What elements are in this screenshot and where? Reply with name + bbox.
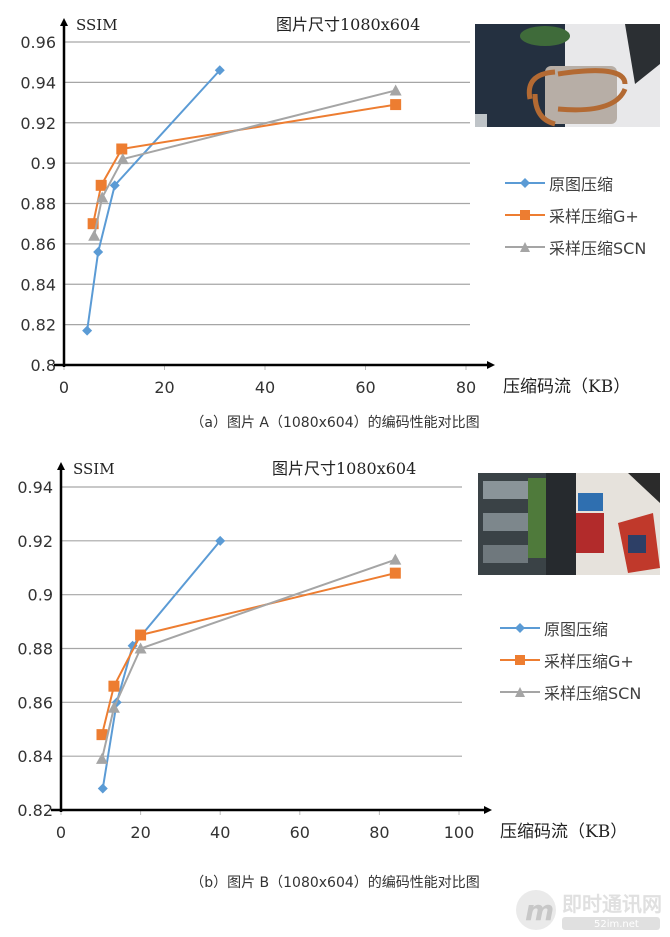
y-tick-label: 0.84 — [17, 747, 53, 766]
office-photo — [478, 473, 660, 575]
legend-a: 原图压缩 采样压缩G+ 采样压缩SCN — [505, 167, 646, 263]
x-tick-label: 60 — [290, 823, 310, 842]
legend-label: 采样压缩SCN — [549, 239, 647, 258]
x-tick-label: 20 — [130, 823, 150, 842]
legend-item-g-plus: 采样压缩G+ — [505, 199, 646, 231]
handbag-photo — [475, 24, 660, 127]
triangle-marker-icon — [116, 153, 129, 165]
legend-item-scn: 采样压缩SCN — [500, 676, 641, 708]
y-tick-label: 0.82 — [17, 801, 53, 820]
diamond-marker-icon — [127, 640, 138, 651]
watermark-sub: 52im.net — [594, 919, 639, 930]
legend-label: 采样压缩SCN — [544, 684, 642, 703]
y-tick-label: 0.8 — [31, 356, 56, 375]
square-marker-icon — [96, 729, 108, 741]
chart-panel-a: 0.8 0.82 0.84 0.86 0.88 0.9 0.92 0.94 0.96 0 20 40 6… — [0, 0, 670, 440]
y-tick-label: 0.9 — [28, 586, 53, 605]
diamond-marker-icon — [500, 623, 540, 633]
diamond-marker-icon — [505, 178, 545, 188]
legend-b: 原图压缩 采样压缩G+ 采样压缩SCN — [500, 612, 641, 708]
triangle-marker-icon — [107, 701, 120, 713]
triangle-marker-icon — [134, 642, 147, 654]
square-marker-icon — [390, 99, 402, 111]
y-tick-label: 0.84 — [20, 275, 56, 294]
chart-size-label: 图片尺寸1080x604 — [272, 459, 416, 478]
y-tick-label: 0.86 — [20, 235, 56, 254]
x-axis-title: 压缩码流（KB） — [503, 377, 630, 397]
legend-label: 原图压缩 — [544, 620, 609, 639]
square-marker-icon — [389, 567, 401, 579]
triangle-marker-icon — [500, 687, 540, 697]
series-line — [92, 103, 396, 224]
chart-panel-b: 0.82 0.84 0.86 0.88 0.9 0.92 0.94 0 20 40 60 80 100 S… — [0, 450, 670, 891]
chart-size-label: 图片尺寸1080x604 — [276, 15, 420, 34]
x-tick-label: 0 — [59, 378, 69, 397]
square-marker-icon — [87, 218, 99, 230]
watermark-text: 即时通讯网 — [562, 892, 662, 916]
caption-a: （a）图片 A（1080x604）的编码性能对比图 — [190, 415, 480, 431]
legend-label: 采样压缩G+ — [544, 652, 634, 671]
triangle-marker-icon — [389, 553, 402, 565]
diamond-marker-icon — [109, 180, 120, 191]
triangle-marker-icon — [389, 84, 402, 96]
triangle-marker-icon — [505, 242, 545, 252]
y-tick-label: 0.92 — [17, 532, 53, 551]
x-axis-title: 压缩码流（KB） — [500, 822, 627, 842]
y-tick-label: 0.88 — [17, 640, 53, 659]
square-marker-icon — [95, 179, 107, 191]
diamond-marker-icon — [215, 535, 226, 546]
y-axis-title: SSIM — [76, 16, 118, 34]
y-axis-title: SSIM — [73, 460, 115, 478]
x-tick-label: 100 — [444, 823, 475, 842]
series-line — [93, 89, 396, 237]
series-line — [86, 69, 221, 331]
square-marker-icon — [116, 143, 128, 155]
series-line — [101, 558, 396, 760]
triangle-marker-icon — [96, 191, 109, 203]
x-tick-label: 40 — [210, 823, 230, 842]
x-tick-label: 20 — [154, 378, 174, 397]
y-tick-label: 0.86 — [17, 693, 53, 712]
legend-item-original: 原图压缩 — [500, 612, 641, 644]
triangle-marker-icon — [88, 229, 101, 241]
x-tick-label: 40 — [255, 378, 275, 397]
y-axis-arrow-icon — [57, 462, 65, 470]
square-marker-icon — [108, 680, 120, 692]
legend-label: 原图压缩 — [549, 175, 614, 194]
square-marker-icon — [135, 629, 147, 641]
square-marker-icon — [500, 655, 540, 665]
y-tick-label: 0.82 — [20, 316, 56, 335]
y-tick-label: 0.92 — [20, 114, 56, 133]
series-line — [101, 572, 396, 735]
legend-label: 采样压缩G+ — [549, 207, 639, 226]
y-tick-label: 0.9 — [31, 154, 56, 173]
x-tick-label: 80 — [456, 378, 476, 397]
diamond-marker-icon — [82, 325, 93, 336]
diamond-marker-icon — [93, 246, 104, 257]
watermark-logo: m 即时通讯网 52im.net — [514, 887, 664, 933]
legend-item-g-plus: 采样压缩G+ — [500, 644, 641, 676]
x-axis-arrow-icon — [484, 806, 492, 814]
x-tick-label: 60 — [355, 378, 375, 397]
x-tick-label: 80 — [369, 823, 389, 842]
series-line — [101, 540, 221, 789]
diamond-marker-icon — [97, 783, 108, 794]
x-tick-label: 0 — [56, 823, 66, 842]
chart-a-plot: 0.8 0.82 0.84 0.86 0.88 0.9 0.92 0.94 0.96 0 20 40 6… — [20, 15, 630, 397]
svg-text:m: m — [525, 894, 554, 927]
y-tick-label: 0.88 — [20, 195, 56, 214]
y-tick-label: 0.94 — [17, 478, 53, 497]
x-axis-arrow-icon — [487, 361, 495, 369]
legend-item-scn: 采样压缩SCN — [505, 231, 646, 263]
caption-b: （b）图片 B（1080x604）的编码性能对比图 — [190, 875, 480, 891]
y-tick-label: 0.96 — [20, 33, 56, 52]
square-marker-icon — [505, 210, 545, 220]
triangle-marker-icon — [95, 752, 108, 764]
legend-item-original: 原图压缩 — [505, 167, 646, 199]
chart-b-plot: 0.82 0.84 0.86 0.88 0.9 0.92 0.94 0 20 40 60 80 100 S… — [17, 459, 627, 842]
y-axis-arrow-icon — [60, 18, 68, 26]
diamond-marker-icon — [214, 65, 225, 76]
y-tick-label: 0.94 — [20, 73, 56, 92]
